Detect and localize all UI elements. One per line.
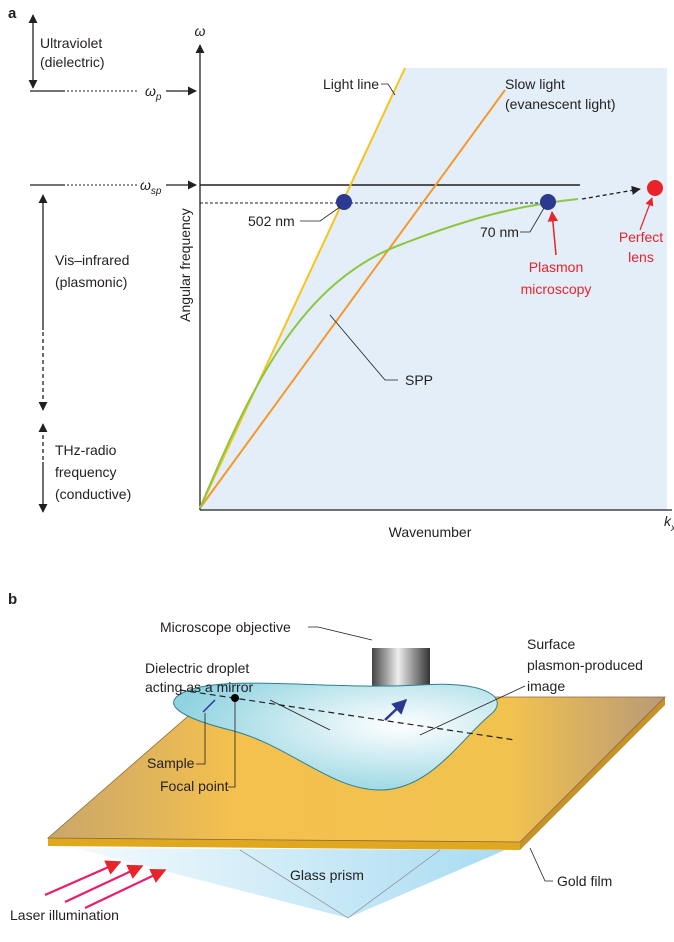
decoration xyxy=(308,627,372,640)
subscript: x xyxy=(670,523,674,534)
annotation: Light line xyxy=(323,76,379,92)
region-label: (plasmonic) xyxy=(55,274,127,290)
decoration xyxy=(45,862,120,895)
region-label: (conductive) xyxy=(55,486,131,502)
region-label: (dielectric) xyxy=(40,54,105,70)
label: acting as a mirror xyxy=(145,679,253,695)
text-part: sp xyxy=(151,186,162,197)
region-label: Vis–infrared xyxy=(55,252,129,268)
label: Sample xyxy=(147,755,195,771)
point xyxy=(336,194,352,210)
point xyxy=(647,180,663,196)
label: Microscope objective xyxy=(160,619,291,635)
annotation: Perfect xyxy=(619,229,663,245)
panel-label: a xyxy=(8,5,17,22)
x-axis-symbol: kx xyxy=(664,513,674,534)
omega-p: ωp xyxy=(145,83,162,103)
omega-sp: ωsp xyxy=(140,177,162,197)
decoration xyxy=(530,848,553,881)
y-axis-symbol: ω xyxy=(195,23,206,39)
y-axis-label: Angular frequency xyxy=(177,208,193,322)
annotation: (evanescent light) xyxy=(505,96,616,112)
annotation: microscopy xyxy=(521,281,592,297)
text-part: p xyxy=(155,92,162,103)
panel-label: b xyxy=(8,591,17,608)
label: Gold film xyxy=(557,873,612,889)
evanescent-region xyxy=(200,68,667,510)
decoration xyxy=(85,870,165,908)
group xyxy=(45,862,165,908)
label: Dielectric droplet xyxy=(145,660,249,676)
annotation: SPP xyxy=(405,372,433,388)
text-part: ω xyxy=(140,177,151,193)
annotation: lens xyxy=(628,249,654,265)
label: plasmon-produced xyxy=(527,657,643,673)
x-axis-label: Wavenumber xyxy=(389,524,472,540)
focal-point xyxy=(231,694,239,702)
annotation: 70 nm xyxy=(480,224,519,240)
label: Surface xyxy=(527,636,575,652)
region-label: Ultraviolet xyxy=(40,35,102,51)
label: Glass prism xyxy=(290,867,364,883)
point xyxy=(540,194,556,210)
text-part: ω xyxy=(145,83,156,99)
annotation: Plasmon xyxy=(529,259,583,275)
figure: a ω kx Angular frequency Wavenumber Ultr… xyxy=(0,0,674,942)
region-label: frequency xyxy=(55,464,116,480)
region-label: THz-radio xyxy=(55,442,117,458)
label: image xyxy=(527,678,565,694)
label: Laser illumination xyxy=(10,907,119,923)
annotation: Slow light xyxy=(505,76,565,92)
decoration xyxy=(65,866,142,902)
label: Focal point xyxy=(160,778,229,794)
annotation: 502 nm xyxy=(248,213,295,229)
